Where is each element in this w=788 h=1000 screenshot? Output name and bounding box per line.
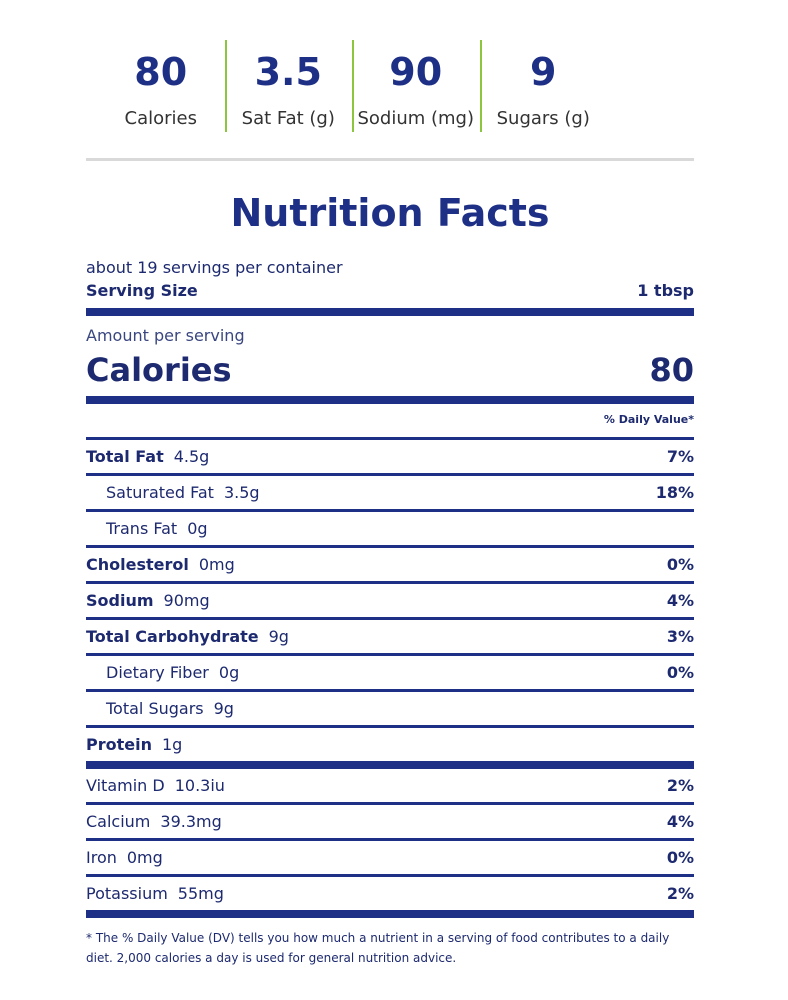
nutrient-amount: 4.5g [173, 447, 210, 466]
nutrient-amount: 0g [187, 519, 208, 538]
summary-divider [224, 40, 227, 132]
nutrient-row-sodium: Sodium 90mg 4% [86, 584, 694, 617]
nutrient-amount: 55mg [177, 884, 224, 903]
nutrient-name: Trans Fat [106, 519, 178, 538]
summary-calories: 80 Calories [97, 40, 225, 132]
summary-label: Sodium (mg) [357, 108, 475, 129]
nutrient-name: Total Fat [86, 447, 164, 466]
nutrient-name: Potassium [86, 884, 168, 903]
nutrient-daily-value: 4% [666, 591, 694, 610]
vitamin-row-vitamin-d: Vitamin D 10.3iu 2% [86, 769, 694, 802]
summary-label: Calories [124, 108, 197, 129]
nutrient-amount: 9g [268, 627, 289, 646]
row-divider [86, 509, 694, 512]
thick-rule [86, 761, 694, 769]
nutrient-amount: 0mg [198, 555, 235, 574]
nutrient-amount: 0mg [126, 848, 163, 867]
nutrient-row-total-fat: Total Fat 4.5g 7% [86, 440, 694, 473]
nutrient-name: Calcium [86, 812, 151, 831]
label-title: Nutrition Facts [230, 191, 550, 235]
nutrient-daily-value: 7% [666, 447, 694, 466]
nutrient-name: Total Sugars [106, 699, 204, 718]
summary-label: Sat Fat (g) [241, 108, 335, 129]
summary-divider [352, 40, 354, 132]
nutrient-daily-value: 0% [666, 663, 694, 682]
daily-value-footnote: * The % Daily Value (DV) tells you how m… [86, 931, 670, 965]
daily-value-header: % Daily Value* [603, 413, 694, 426]
summary-divider [479, 40, 482, 132]
thick-rule [86, 396, 694, 404]
calories-row: Calories 80 [86, 350, 694, 390]
nutrient-row-cholesterol: Cholesterol 0mg 0% [86, 548, 694, 581]
servings-per-container: about 19 servings per container [86, 258, 343, 277]
serving-size-label: Serving Size [86, 281, 198, 300]
summary-value: 80 [134, 50, 188, 94]
row-divider [86, 802, 694, 805]
nutrient-daily-value: 2% [666, 884, 694, 903]
row-divider [86, 617, 694, 620]
thick-rule [86, 308, 694, 316]
summary-value: 90 [389, 50, 443, 94]
nutrient-amount: 90mg [163, 591, 210, 610]
row-divider [86, 437, 694, 440]
nutrient-name: Cholesterol [86, 555, 189, 574]
nutrient-daily-value: 0% [666, 848, 694, 867]
row-divider [86, 725, 694, 728]
nutrient-name: Dietary Fiber [106, 663, 209, 682]
calories-value: 80 [649, 351, 694, 389]
nutrient-daily-value: 2% [666, 776, 694, 795]
nutrient-amount: 9g [213, 699, 234, 718]
nutrient-list: Total Fat 4.5g 7% Saturated Fat 3.5g 18% T… [86, 440, 694, 918]
nutrient-daily-value: 0% [666, 555, 694, 574]
row-divider [86, 838, 694, 841]
row-divider [86, 653, 694, 656]
nutrient-amount: 1g [161, 735, 183, 754]
serving-size-value: 1 tbsp [637, 281, 694, 300]
nutrition-facts-label: Nutrition Facts about 19 servings per co… [86, 190, 694, 968]
vitamin-row-potassium: Potassium 55mg 2% [86, 877, 694, 910]
serving-size-row: Serving Size 1 tbsp [86, 280, 694, 302]
nutrient-name: Sodium [86, 591, 154, 610]
calories-label: Calories [86, 351, 232, 389]
nutrient-name: Vitamin D [86, 776, 165, 795]
summary-separator [86, 158, 694, 161]
nutrient-amount: 39.3mg [160, 812, 222, 831]
nutrient-daily-value: 4% [666, 812, 694, 831]
summary-sodium: 90 Sodium (mg) [352, 40, 480, 132]
vitamin-row-calcium: Calcium 39.3mg 4% [86, 805, 694, 838]
row-divider [86, 689, 694, 692]
summary-value: 9 [530, 50, 557, 94]
nutrient-row-trans-fat: Trans Fat 0g [86, 512, 694, 545]
nutrient-amount: 0g [218, 663, 240, 682]
summary-sat-fat: 3.5 Sat Fat (g) [224, 40, 353, 132]
nutrient-name: Protein [86, 735, 152, 754]
nutrient-name: Iron [86, 848, 117, 867]
nutrition-summary: 80 Calories 3.5 Sat Fat (g) 90 Sodium (m… [97, 40, 607, 132]
amount-per-serving: Amount per serving [86, 326, 245, 345]
summary-sugars: 9 Sugars (g) [479, 40, 608, 132]
nutrient-row-total-sugars: Total Sugars 9g [86, 692, 694, 725]
thick-rule [86, 910, 694, 918]
nutrient-daily-value: 3% [666, 627, 694, 646]
row-divider [86, 581, 694, 584]
nutrient-daily-value: 18% [655, 483, 694, 502]
nutrient-amount: 10.3iu [174, 776, 225, 795]
row-divider [86, 545, 694, 548]
summary-value: 3.5 [254, 50, 322, 94]
nutrient-row-protein: Protein 1g [86, 728, 694, 761]
nutrient-name: Total Carbohydrate [86, 627, 259, 646]
vitamin-row-iron: Iron 0mg 0% [86, 841, 694, 874]
row-divider [86, 874, 694, 877]
nutrient-row-saturated-fat: Saturated Fat 3.5g 18% [86, 476, 694, 509]
nutrient-row-total-carbohydrate: Total Carbohydrate 9g 3% [86, 620, 694, 653]
row-divider [86, 473, 694, 476]
nutrient-row-dietary-fiber: Dietary Fiber 0g 0% [86, 656, 694, 689]
summary-label: Sugars (g) [496, 108, 590, 129]
nutrient-amount: 3.5g [223, 483, 260, 502]
nutrient-name: Saturated Fat [106, 483, 214, 502]
